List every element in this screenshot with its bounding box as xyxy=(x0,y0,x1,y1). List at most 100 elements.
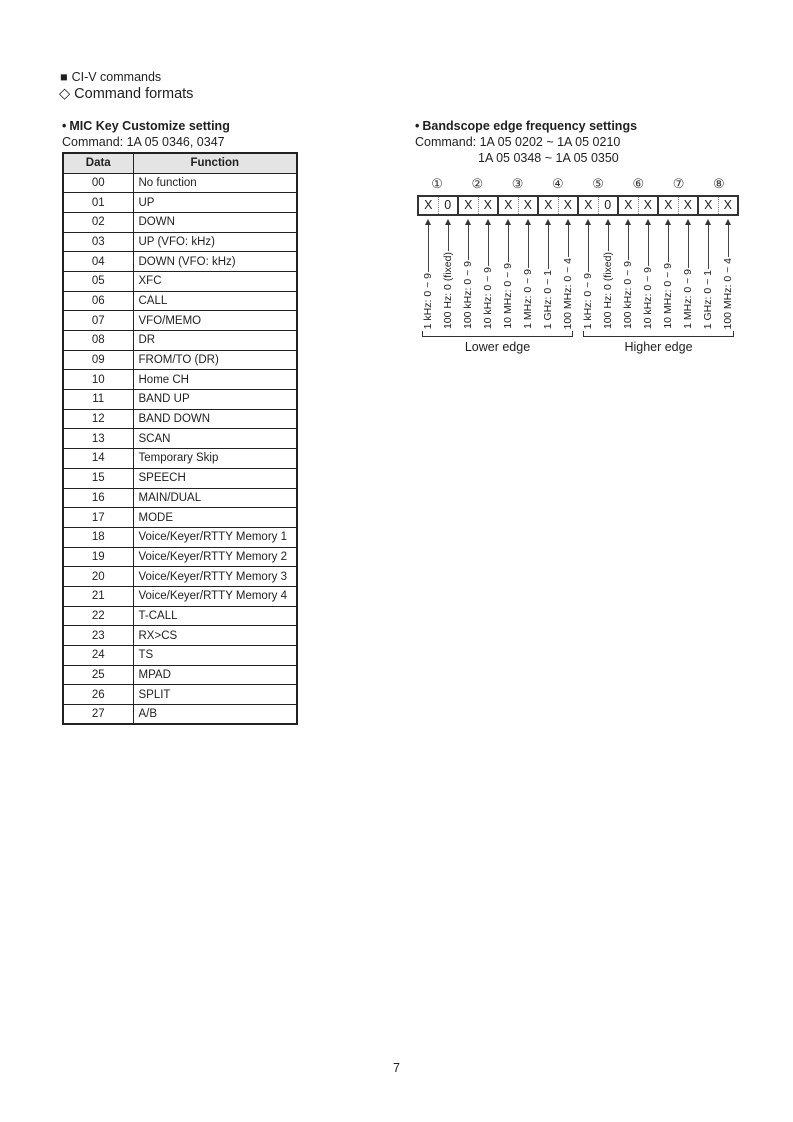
table-row: 26 SPLIT xyxy=(62,684,298,706)
data-cell: 11 xyxy=(62,389,134,410)
digit-range-label: 1 GHz: 0 ~ 1 xyxy=(701,269,714,329)
table-row: 07 VFO/MEMO xyxy=(62,310,298,331)
up-arrow-icon xyxy=(725,219,731,225)
circled-number-icon: ④ xyxy=(552,176,564,191)
table-row: 01 UP xyxy=(62,192,298,213)
digit-label-column: 10 MHz: 0 ~ 9 xyxy=(498,219,518,329)
data-cell: 24 xyxy=(62,645,134,666)
nibble-cell: X xyxy=(523,198,532,213)
function-cell: Voice/Keyer/RTTY Memory 4 xyxy=(132,585,298,607)
filled-square-icon: ■ xyxy=(60,70,68,84)
bandscope-command-line1: Command: 1A 05 0202 ~ 1A 05 0210 xyxy=(415,135,621,149)
digit-label-column: 1 MHz: 0 ~ 9 xyxy=(518,219,538,329)
function-cell: UP (VFO: kHz) xyxy=(132,231,298,253)
table-row: 03 UP (VFO: kHz) xyxy=(62,231,298,253)
data-cell: 02 xyxy=(62,211,134,233)
function-cell: Home CH xyxy=(132,369,298,391)
data-cell: 23 xyxy=(62,625,134,646)
table-row: 08 DR xyxy=(62,330,298,351)
up-arrow-icon xyxy=(485,219,491,225)
digit-range-label: 1 MHz: 0 ~ 9 xyxy=(681,269,694,329)
subsection-heading: ◇ Command formats xyxy=(59,86,193,102)
digit-range-label: 1 GHz: 0 ~ 1 xyxy=(541,269,554,329)
bullet-icon: • xyxy=(415,119,420,133)
data-cell: 13 xyxy=(62,428,134,450)
function-cell: T-CALL xyxy=(132,605,298,627)
arrow-line xyxy=(527,225,529,269)
bandscope-command-line2: 1A 05 0348 ~ 1A 05 0350 xyxy=(478,151,619,165)
up-arrow-icon xyxy=(605,219,611,225)
data-cell: 06 xyxy=(62,290,134,312)
function-cell: MODE xyxy=(132,507,298,528)
digit-range-label: 100 MHz: 0 ~ 4 xyxy=(561,257,574,330)
arrow-line xyxy=(587,225,589,272)
digit-label-column: 1 GHz: 0 ~ 1 xyxy=(698,219,718,329)
function-cell: MPAD xyxy=(132,664,298,686)
table-row: 18 Voice/Keyer/RTTY Memory 1 xyxy=(62,526,298,548)
lower-edge-bracket xyxy=(422,331,573,337)
digit-label-column: 1 kHz: 0 ~ 9 xyxy=(418,219,438,329)
arrow-line xyxy=(687,225,689,269)
arrow-line xyxy=(567,225,569,257)
nibble-cell: X xyxy=(683,198,692,213)
data-cell: 09 xyxy=(62,349,134,371)
digit-label-column: 10 kHz: 0 ~ 9 xyxy=(478,219,498,329)
data-cell: 00 xyxy=(62,172,134,194)
digit-label-column: 10 kHz: 0 ~ 9 xyxy=(638,219,658,329)
byte-number-row: ① ② ③ ④ ⑤ ⑥ ⑦ ⑧ xyxy=(417,175,739,193)
nibble-cell: X xyxy=(643,198,652,213)
digit-range-label: 10 MHz: 0 ~ 9 xyxy=(661,263,674,329)
arrow-line xyxy=(727,225,729,257)
up-arrow-icon xyxy=(625,219,631,225)
table-row: 13 SCAN xyxy=(62,428,298,450)
function-cell: Voice/Keyer/RTTY Memory 1 xyxy=(132,526,298,548)
data-cell: 12 xyxy=(62,408,134,430)
function-cell: FROM/TO (DR) xyxy=(132,349,298,371)
nibble-cell: X xyxy=(539,197,559,214)
table-row: 02 DOWN xyxy=(62,211,298,233)
function-cell: SCAN xyxy=(132,428,298,450)
bullet-icon: • xyxy=(62,119,67,133)
data-cell: 18 xyxy=(62,526,134,548)
table-row: 25 MPAD xyxy=(62,664,298,686)
arrow-line xyxy=(427,225,429,272)
table-row: 19 Voice/Keyer/RTTY Memory 2 xyxy=(62,546,298,568)
arrow-line xyxy=(627,225,629,260)
nibble-cell: X xyxy=(619,197,639,214)
data-cell: 03 xyxy=(62,231,134,253)
up-arrow-icon xyxy=(705,219,711,225)
function-cell: No function xyxy=(132,172,298,194)
nibble-cell: X xyxy=(659,197,679,214)
table-row: 11 BAND UP xyxy=(62,389,298,410)
up-arrow-icon xyxy=(565,219,571,225)
digit-range-label: 100 MHz: 0 ~ 4 xyxy=(721,257,734,330)
nibble-cell: X xyxy=(499,197,519,214)
data-cell: 20 xyxy=(62,566,134,587)
table-row: 17 MODE xyxy=(62,507,298,528)
arrow-line xyxy=(487,225,489,266)
data-cell: 27 xyxy=(62,704,134,725)
circled-number-icon: ② xyxy=(471,176,484,191)
higher-edge-label: Higher edge xyxy=(624,340,693,354)
nibble-cell: 0 xyxy=(444,198,452,213)
function-cell: SPLIT xyxy=(132,684,298,706)
digit-range-label: 100 kHz: 0 ~ 9 xyxy=(621,261,634,329)
digit-label-column: 1 kHz: 0 ~ 9 xyxy=(578,219,598,329)
digit-range-label: 100 kHz: 0 ~ 9 xyxy=(461,261,474,329)
function-cell: BAND DOWN xyxy=(132,408,298,430)
up-arrow-icon xyxy=(685,219,691,225)
up-arrow-icon xyxy=(645,219,651,225)
higher-edge-bracket xyxy=(583,331,734,337)
table-row: 10 Home CH xyxy=(62,369,298,391)
arrow-line xyxy=(607,225,609,251)
function-cell: TS xyxy=(132,645,298,666)
data-cell: 01 xyxy=(62,192,134,213)
data-cell: 05 xyxy=(62,270,134,292)
digit-range-label: 1 MHz: 0 ~ 9 xyxy=(521,269,534,329)
data-cell: 19 xyxy=(62,546,134,568)
